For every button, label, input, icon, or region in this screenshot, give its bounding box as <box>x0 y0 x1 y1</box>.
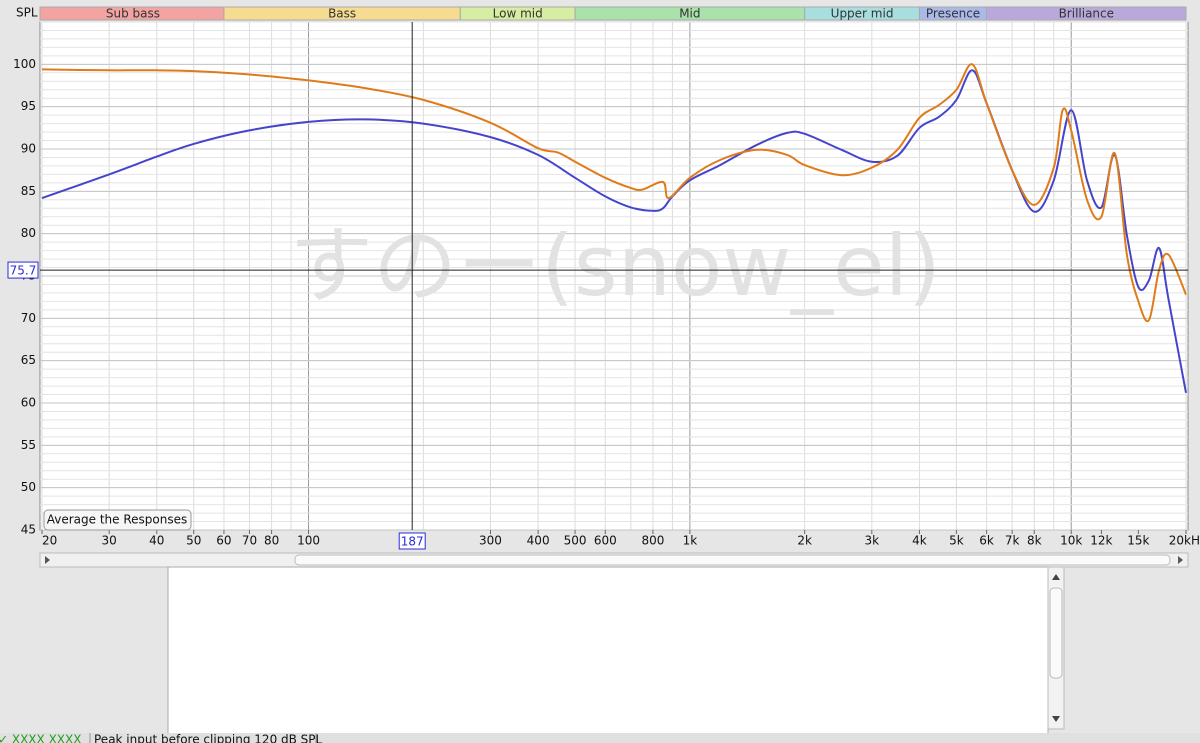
x-tick-label: 6k <box>979 534 994 548</box>
x-tick-label: 10k <box>1060 534 1082 548</box>
scroll-left[interactable] <box>45 556 50 564</box>
band-label: Low mid <box>493 7 543 21</box>
x-tick-label: 20 <box>42 534 57 548</box>
watermark: すのー(snow_el) <box>289 217 941 315</box>
x-tick-label: 8k <box>1027 534 1042 548</box>
band <box>986 6 1187 21</box>
cursor-x-box <box>398 532 426 550</box>
list-scroll-down[interactable] <box>1052 716 1060 722</box>
y-tick-label: 80 <box>21 226 36 240</box>
y-axis-label: SPL <box>16 6 38 20</box>
curves-layer <box>41 63 1187 393</box>
y-tick-label: 50 <box>21 480 36 494</box>
scroll-right[interactable] <box>1178 556 1183 564</box>
y-tick-label: 100 <box>13 57 36 71</box>
button-frame[interactable] <box>43 509 192 531</box>
x-tick-label: 300 <box>479 534 502 548</box>
x-tick-label: 20kH <box>1169 534 1200 548</box>
grid-layer <box>40 21 1188 531</box>
cursor-y-label: 75.7 <box>10 264 37 278</box>
y-tick-label: 55 <box>21 438 36 452</box>
cursor-y-box <box>7 261 39 279</box>
y-tick-label: 90 <box>21 142 36 156</box>
y-tick-label: 85 <box>21 184 36 198</box>
x-tick-label: 1k <box>683 534 698 548</box>
y-tick-label: 65 <box>21 353 36 367</box>
x-tick-label: 500 <box>564 534 587 548</box>
bands-layer: Sub bass Bass Low mid Mid Upper mid Presence B… <box>39 6 1187 21</box>
x-tick-label: 800 <box>641 534 664 548</box>
band-label: Upper mid <box>831 7 894 21</box>
x-tick-label: 600 <box>594 534 617 548</box>
x-tick-label: 7k <box>1005 534 1020 548</box>
list-scrollbar[interactable] <box>1047 566 1065 730</box>
band-label: Sub bass <box>106 7 160 21</box>
band-label: Mid <box>679 7 700 21</box>
button-label[interactable]: Average the Responses <box>47 513 187 527</box>
x-tick-label: 30 <box>102 534 117 548</box>
band-label: Bass <box>328 7 356 21</box>
x-tick-label: 50 <box>186 534 201 548</box>
wm-layer: すのー(snow_el) <box>289 217 941 315</box>
scroll-thumb[interactable] <box>294 554 1171 566</box>
x-tick-label: 15k <box>1127 534 1149 548</box>
horizontal-scrollbar[interactable] <box>39 552 1189 568</box>
y-tick-label: 60 <box>21 396 36 410</box>
x-tick-label: 40 <box>149 534 164 548</box>
x-tick-label: 80 <box>264 534 279 548</box>
measurement-list <box>167 566 1049 743</box>
x-tick-label: 400 <box>527 534 550 548</box>
x-tick-label: 100 <box>297 534 320 548</box>
x-tick-label: 12k <box>1090 534 1112 548</box>
y-tick-label: 95 <box>21 99 36 113</box>
list-scroll-thumb[interactable] <box>1049 587 1063 679</box>
x-tick-label: 60 <box>216 534 231 548</box>
y-tick-label: 70 <box>21 311 36 325</box>
y-tick-label: 45 <box>21 523 36 537</box>
cursor-x-label: 187 <box>401 535 424 549</box>
band-label: Presence <box>926 7 980 21</box>
list-scroll-up[interactable] <box>1052 574 1060 580</box>
x-tick-label: 3k <box>865 534 880 548</box>
status-message: Peak input before clipping 120 dB SPL <box>94 733 323 743</box>
x-tick-label: 4k <box>912 534 927 548</box>
average-button[interactable]: Average the Responses <box>43 509 192 531</box>
band-label: Brilliance <box>1059 7 1114 21</box>
status-bar <box>0 733 1200 743</box>
response-curve <box>41 63 1187 323</box>
status-left: ✓ XXXX XXXX <box>0 733 81 743</box>
x-tick-label: 5k <box>949 534 964 548</box>
x-tick-label: 2k <box>797 534 812 548</box>
x-tick-label: 70 <box>242 534 257 548</box>
